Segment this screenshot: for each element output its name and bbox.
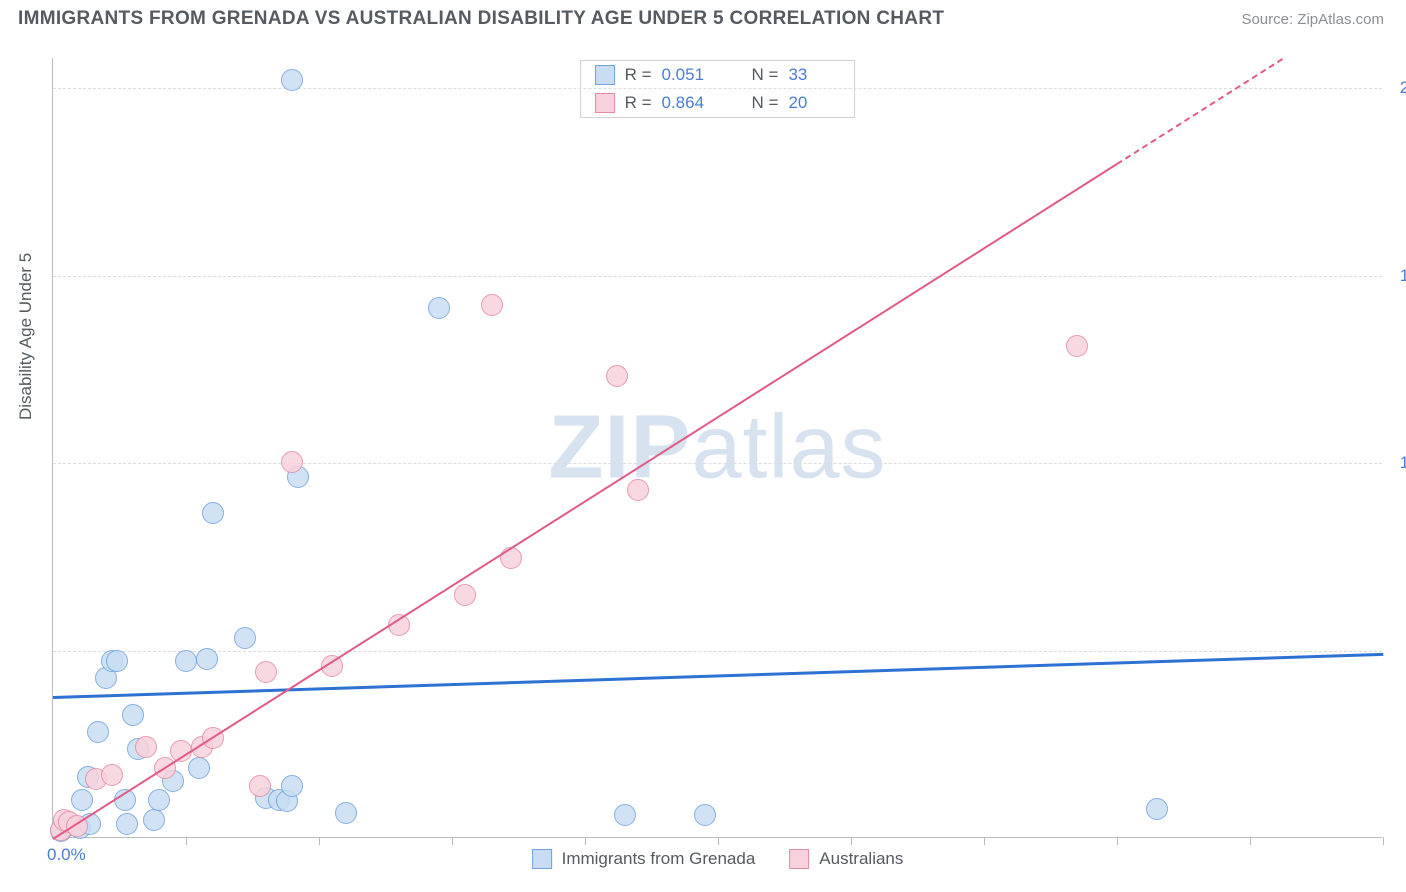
gridline [53, 88, 1382, 89]
data-point [135, 736, 157, 758]
data-point [148, 789, 170, 811]
data-point [255, 661, 277, 683]
data-point [234, 627, 256, 649]
data-point [1146, 798, 1168, 820]
chart-title: IMMIGRANTS FROM GRENADA VS AUSTRALIAN DI… [18, 8, 944, 30]
data-point [196, 648, 218, 670]
legend-stats: R = 0.051 N = 33 R = 0.864 N = 20 [580, 60, 856, 118]
data-point [106, 650, 128, 672]
data-point [428, 297, 450, 319]
data-point [606, 365, 628, 387]
data-point [281, 775, 303, 797]
x-tick [984, 837, 985, 845]
data-point [143, 809, 165, 831]
x-tick [186, 837, 187, 845]
x-tick [1117, 837, 1118, 845]
legend-label: Immigrants from Grenada [562, 849, 756, 869]
data-point [101, 764, 123, 786]
legend-n-value: 33 [788, 65, 840, 85]
legend-n-label: N = [752, 65, 779, 85]
legend-swatch-grenada [532, 849, 552, 869]
data-point [1066, 335, 1088, 357]
legend-swatch-australians [789, 849, 809, 869]
y-tick-label: 10.0% [1400, 453, 1406, 473]
legend-item-australians: Australians [789, 849, 903, 869]
x-tick [452, 837, 453, 845]
legend-swatch-grenada [595, 65, 615, 85]
y-tick-label: 15.0% [1400, 266, 1406, 286]
legend-r-label: R = [625, 65, 652, 85]
data-point [188, 757, 210, 779]
x-tick [718, 837, 719, 845]
trend-line [1116, 58, 1283, 165]
legend-r-label: R = [625, 93, 652, 113]
legend-stats-row: R = 0.051 N = 33 [581, 61, 855, 89]
data-point [627, 479, 649, 501]
scatter-chart: ZIPatlas R = 0.051 N = 33 R = 0.864 N = … [52, 58, 1382, 838]
watermark-suffix: atlas [691, 397, 886, 497]
legend-series: Immigrants from Grenada Australians [532, 849, 904, 869]
legend-r-value: 0.051 [662, 65, 714, 85]
legend-stats-row: R = 0.864 N = 20 [581, 89, 855, 117]
data-point [281, 69, 303, 91]
y-tick-label: 20.0% [1400, 78, 1406, 98]
data-point [454, 584, 476, 606]
gridline [53, 463, 1382, 464]
x-tick [1383, 837, 1384, 845]
data-point [71, 789, 93, 811]
data-point [116, 813, 138, 835]
x-axis-min-label: 0.0% [47, 845, 86, 865]
y-axis-label: Disability Age Under 5 [16, 253, 36, 420]
legend-item-grenada: Immigrants from Grenada [532, 849, 756, 869]
data-point [614, 804, 636, 826]
x-tick [851, 837, 852, 845]
gridline [53, 651, 1382, 652]
data-point [175, 650, 197, 672]
watermark: ZIPatlas [548, 396, 886, 499]
legend-n-value: 20 [788, 93, 840, 113]
legend-swatch-australians [595, 93, 615, 113]
legend-n-label: N = [752, 93, 779, 113]
data-point [335, 802, 357, 824]
data-point [481, 294, 503, 316]
legend-label: Australians [819, 849, 903, 869]
data-point [694, 804, 716, 826]
chart-source: Source: ZipAtlas.com [1241, 11, 1384, 28]
gridline [53, 276, 1382, 277]
data-point [249, 775, 271, 797]
legend-r-value: 0.864 [662, 93, 714, 113]
x-tick [585, 837, 586, 845]
trend-line [53, 652, 1383, 698]
x-tick [1250, 837, 1251, 845]
data-point [122, 704, 144, 726]
chart-header: IMMIGRANTS FROM GRENADA VS AUSTRALIAN DI… [0, 0, 1406, 34]
data-point [202, 502, 224, 524]
data-point [87, 721, 109, 743]
data-point [281, 451, 303, 473]
x-tick [319, 837, 320, 845]
